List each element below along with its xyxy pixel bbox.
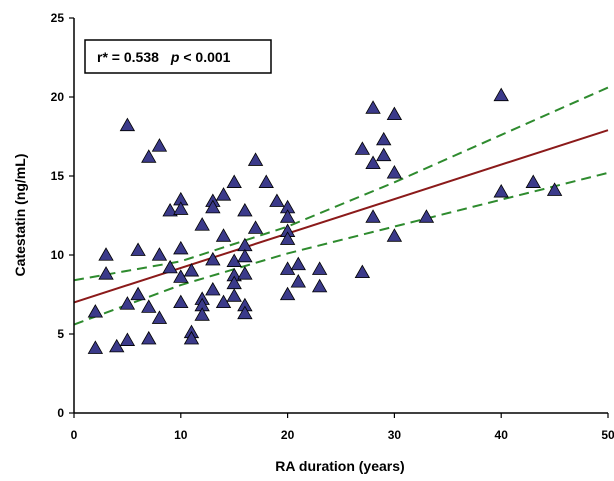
- stat-box-border: [84, 39, 272, 74]
- data-point-triangle: [493, 87, 509, 102]
- x-tick-label: 0: [71, 428, 78, 442]
- data-point-triangle: [418, 209, 435, 223]
- data-point-triangle: [87, 304, 104, 318]
- data-point-triangle: [98, 247, 114, 261]
- y-axis-label: Catestatin (ng/mL): [12, 154, 28, 277]
- x-tick-label: 50: [601, 428, 614, 442]
- data-points: [87, 87, 563, 354]
- data-point-triangle: [354, 141, 371, 155]
- data-point-triangle: [279, 261, 296, 275]
- data-point-triangle: [205, 199, 221, 214]
- data-point-triangle: [493, 183, 509, 198]
- data-point-triangle: [279, 209, 296, 223]
- data-point-triangle: [376, 147, 392, 162]
- data-point-triangle: [151, 310, 168, 324]
- data-point-triangle: [525, 174, 541, 188]
- data-point-triangle: [119, 332, 136, 346]
- data-point-triangle: [290, 274, 306, 288]
- y-tick-label: 0: [57, 406, 64, 420]
- x-tick-label: 10: [174, 428, 188, 442]
- data-point-triangle: [151, 247, 168, 261]
- y-tick-labels: 0 5 10 15 20 25: [51, 11, 65, 420]
- data-point-triangle: [98, 266, 114, 280]
- data-point-triangle: [183, 262, 200, 277]
- data-point-triangle: [194, 217, 210, 231]
- data-point-triangle: [546, 182, 563, 196]
- data-point-triangle: [386, 165, 403, 179]
- data-point-triangle: [173, 240, 189, 255]
- x-tick-labels: 0 10 20 30 40 50: [71, 428, 614, 442]
- data-point-triangle: [162, 259, 178, 274]
- data-point-triangle: [386, 106, 403, 121]
- data-point-triangle: [247, 220, 264, 234]
- data-point-triangle: [141, 299, 157, 313]
- data-point-triangle: [226, 174, 242, 188]
- data-point-triangle: [386, 228, 403, 242]
- y-tick-label: 10: [51, 248, 65, 262]
- data-point-triangle: [365, 209, 381, 223]
- data-point-triangle: [205, 281, 221, 296]
- data-point-triangle: [87, 340, 104, 354]
- x-tick-label: 30: [388, 428, 402, 442]
- data-point-triangle: [258, 174, 274, 188]
- fit-lines: [73, 86, 609, 326]
- regression-line: [73, 129, 609, 304]
- x-axis-label: RA duration (years): [275, 458, 404, 474]
- upper-confidence-band: [73, 86, 609, 282]
- data-point-triangle: [311, 278, 328, 293]
- data-point-triangle: [237, 305, 253, 320]
- data-point-triangle: [162, 202, 178, 217]
- data-point-triangle: [226, 253, 242, 267]
- data-point-triangle: [141, 330, 157, 345]
- r-value-label: r* = 0.538: [97, 49, 159, 65]
- data-point-triangle: [141, 149, 157, 163]
- data-point-triangle: [173, 201, 189, 215]
- x-tick-label: 20: [281, 428, 295, 442]
- data-point-triangle: [365, 100, 381, 114]
- data-point-triangle: [237, 202, 253, 217]
- data-point-triangle: [365, 155, 381, 170]
- y-tick-label: 25: [51, 11, 65, 25]
- p-value-label: < 0.001: [179, 49, 230, 65]
- data-point-triangle: [237, 248, 253, 263]
- data-point-triangle: [290, 256, 306, 271]
- x-tick-label: 40: [495, 428, 509, 442]
- data-point-triangle: [119, 117, 136, 132]
- data-point-triangle: [311, 261, 328, 275]
- stat-annotation-box: r* = 0.538 p < 0.001: [84, 39, 272, 74]
- data-point-triangle: [237, 266, 253, 280]
- y-tick-label: 15: [51, 169, 65, 183]
- data-point-triangle: [205, 251, 221, 266]
- data-point-triangle: [130, 286, 146, 301]
- data-point-triangle: [151, 138, 168, 152]
- data-point-triangle: [119, 296, 136, 310]
- data-point-triangle: [215, 187, 232, 201]
- data-point-triangle: [194, 307, 210, 321]
- data-point-triangle: [376, 131, 392, 146]
- data-point-triangle: [130, 242, 146, 256]
- data-point-triangle: [226, 288, 242, 302]
- stat-annotation-text: r* = 0.538 p < 0.001: [97, 49, 231, 65]
- axis-ticks: [69, 17, 609, 418]
- y-tick-label: 5: [57, 327, 64, 341]
- data-point-triangle: [247, 152, 264, 166]
- data-point-triangle: [173, 294, 189, 309]
- data-point-triangle: [279, 231, 296, 245]
- y-tick-label: 20: [51, 90, 65, 104]
- data-point-triangle: [279, 286, 296, 301]
- data-point-triangle: [354, 264, 371, 279]
- data-point-triangle: [183, 330, 200, 345]
- data-point-triangle: [269, 193, 285, 207]
- p-symbol: p: [170, 49, 180, 65]
- data-point-triangle: [215, 228, 232, 242]
- lower-confidence-band: [73, 171, 609, 326]
